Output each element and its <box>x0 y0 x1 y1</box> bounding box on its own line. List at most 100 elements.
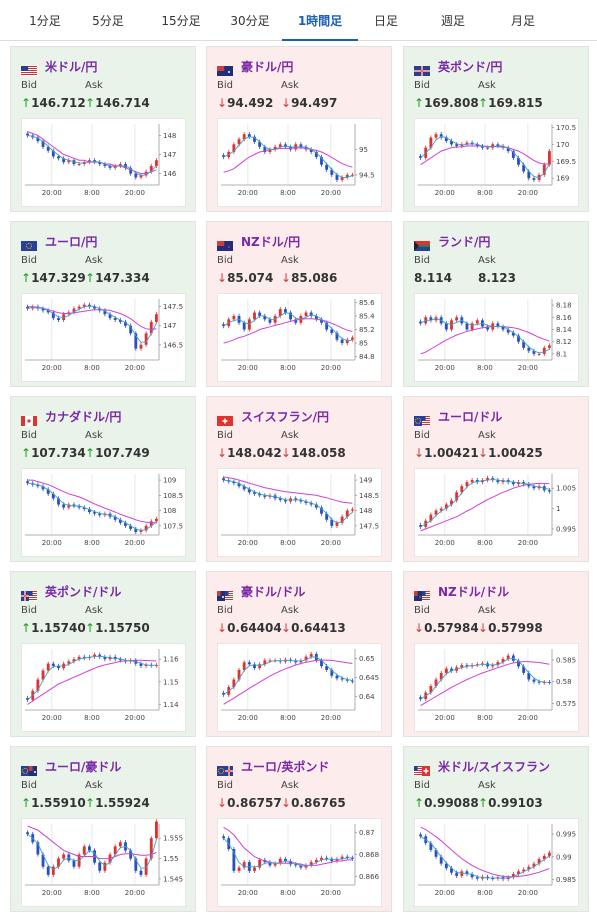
rate-card[interactable]: 米ドル/スイスフラン Bid Ask ↑0.99088 ↑0.99103 0.995 0.9… <box>403 746 589 912</box>
price-chart: 0.87 0.868 0.866 20:00 8:00 20:00 <box>221 824 380 897</box>
currency-pair-name[interactable]: NZドル/ドル <box>438 584 510 599</box>
rate-card[interactable]: スイスフラン/円 Bid Ask ↓148.042 ↓148.058 149 148.5 14… <box>206 396 392 562</box>
candle-body <box>129 167 133 174</box>
rate-card[interactable]: 英ポンド/ドル Bid Ask ↑1.15740 ↑1.15750 1.16 1.15 1.1… <box>10 571 196 737</box>
x-tick-label: 20:00 <box>321 364 341 372</box>
currency-pair-name[interactable]: ユーロ/英ポンド <box>241 759 330 774</box>
bid-price-value: 85.074 <box>227 271 274 285</box>
price-chart-box[interactable]: 0.585 0.58 0.575 20:00 8:00 20:00 <box>414 643 579 732</box>
price-chart-box[interactable]: 1.16 1.15 1.14 20:00 8:00 20:00 <box>21 643 186 732</box>
candle-body <box>455 872 459 876</box>
candle-body <box>532 486 536 489</box>
moving-average-line <box>223 826 353 866</box>
x-tick-label: 20:00 <box>42 364 62 372</box>
candle-body <box>93 512 96 514</box>
rate-card[interactable]: 豪ドル/ドル Bid Ask ↓0.64404 ↓0.64413 0.65 0.645 0.6… <box>206 571 392 737</box>
rate-card[interactable]: カナダドル/円 Bid Ask ↑107.734 ↑107.749 109 108.5 108… <box>10 396 196 562</box>
za-flag-icon <box>414 236 430 251</box>
price-chart-box[interactable]: 0.995 0.99 0.985 20:00 8:00 20:00 <box>414 818 579 907</box>
currency-pair-name[interactable]: 米ドル/円 <box>45 59 98 74</box>
rate-card[interactable]: ユーロ/英ポンド Bid Ask ↓0.86757 ↓0.86765 0.87 0.868 0… <box>206 746 392 912</box>
up-arrow-icon: ↑ <box>21 446 32 460</box>
price-chart-box[interactable]: 0.65 0.645 0.64 20:00 8:00 20:00 <box>217 643 382 732</box>
candle-body <box>351 857 354 859</box>
candle-body <box>299 865 303 868</box>
currency-pair-name[interactable]: ユーロ/円 <box>45 234 98 249</box>
candle-body <box>57 318 60 320</box>
tab-1min[interactable]: 1分足 <box>29 14 61 28</box>
candle-body <box>486 326 489 330</box>
rate-card[interactable]: ランド/円 Bid Ask 8.114 8.123 8.18 8.16 8.14 8.12 8.1… <box>403 221 589 387</box>
tab-weekly[interactable]: 週足 <box>440 14 465 28</box>
candle-body <box>155 160 158 166</box>
candle-body <box>93 306 96 309</box>
ask-price: ↓94.497 <box>281 96 337 110</box>
tab-1hour[interactable]: 1時間足 <box>282 0 358 41</box>
price-chart-box[interactable]: 1.005 1 0.995 20:00 8:00 20:00 <box>414 468 579 557</box>
price-chart-box[interactable]: 1.555 1.55 1.545 20:00 8:00 20:00 <box>21 818 186 907</box>
currency-pair-name[interactable]: スイスフラン/円 <box>241 409 330 424</box>
price-chart-box[interactable]: 85.6 85.4 85.2 85 84.8 20:00 8:00 20:00 <box>217 293 382 382</box>
candle-body <box>124 321 127 326</box>
bid-label: Bid <box>414 80 430 91</box>
flag-band <box>414 245 430 247</box>
currency-pair-name[interactable]: 豪ドル/円 <box>241 59 294 74</box>
moving-average-line <box>27 825 157 860</box>
candle-body <box>345 856 349 858</box>
tab-5min[interactable]: 5分足 <box>92 14 124 28</box>
ask-price: ↑1.15750 <box>85 621 150 635</box>
candle-body <box>129 850 133 859</box>
currency-pair-name[interactable]: NZドル/円 <box>241 234 301 249</box>
currency-pair-name[interactable]: 英ポンド/ドル <box>45 584 122 599</box>
price-chart-box[interactable]: 109 108.5 108 107.5 20:00 8:00 20:00 <box>21 468 186 557</box>
price-chart-box[interactable]: 0.87 0.868 0.866 20:00 8:00 20:00 <box>217 818 382 907</box>
currency-pair-name[interactable]: 英ポンド/円 <box>438 59 503 74</box>
price-chart-box[interactable]: 147.5 147 146.5 20:00 8:00 20:00 <box>21 293 186 382</box>
rate-card[interactable]: 豪ドル/円 Bid Ask ↓94.492 ↓94.497 95 94.5 20:00 8:00… <box>206 46 392 212</box>
ask-label: Ask <box>85 80 103 91</box>
tab-15min[interactable]: 15分足 <box>161 14 201 28</box>
currency-pair-name[interactable]: カナダドル/円 <box>45 409 122 424</box>
bid-price: ↓148.042 <box>217 446 282 460</box>
currency-pair-name[interactable]: ランド/円 <box>438 234 491 249</box>
price-chart-box[interactable]: 149 148.5 148 147.5 20:00 8:00 20:00 <box>217 468 382 557</box>
ask-price-value: 94.497 <box>291 96 338 110</box>
candle-body <box>527 672 531 680</box>
ask-price-value: 8.123 <box>478 271 516 285</box>
candle-body <box>475 664 479 666</box>
candle-body <box>263 146 267 152</box>
candle-body <box>36 484 40 487</box>
price-chart-box[interactable]: 148 147 146 20:00 8:00 20:00 <box>21 118 186 207</box>
rate-card[interactable]: ユーロ/円 Bid Ask ↑147.329 ↑147.334 147.5 147 146.5… <box>10 221 196 387</box>
moving-average-line <box>420 661 550 707</box>
candle-body <box>253 136 256 142</box>
candle-body <box>455 492 459 501</box>
currency-pair-name[interactable]: 米ドル/スイスフラン <box>438 759 551 774</box>
down-arrow-icon: ↓ <box>478 621 489 635</box>
price-chart-box[interactable]: 8.18 8.16 8.14 8.12 8.1 20:00 8:00 20:00 <box>414 293 579 382</box>
rate-card[interactable]: NZドル/円 Bid Ask ↓85.074 ↓85.086 85.6 85.4 85.2 85… <box>206 221 392 387</box>
flag-star <box>228 246 230 248</box>
rate-card[interactable]: 英ポンド/円 Bid Ask ↑169.808 ↑169.815 170.5 170 169.… <box>403 46 589 212</box>
tab-30min[interactable]: 30分足 <box>230 14 270 28</box>
currency-pair-name[interactable]: ユーロ/豪ドル <box>45 759 122 774</box>
bid-price: ↑147.329 <box>21 271 86 285</box>
rate-card[interactable]: 米ドル/円 Bid Ask ↑146.712 ↑146.714 148 147 146 20:0… <box>10 46 196 212</box>
flag-cross <box>421 66 423 76</box>
ca-flag-part <box>21 416 37 426</box>
up-arrow-icon: ↑ <box>85 446 96 460</box>
candle-body <box>118 519 122 523</box>
price-chart-box[interactable]: 170.5 170 169.5 169 20:00 8:00 20:00 <box>414 118 579 207</box>
uk-flag-part <box>225 766 233 776</box>
rate-card[interactable]: NZドル/ドル Bid Ask ↓0.57984 ↓0.57998 0.585 0.58 0.… <box>403 571 589 737</box>
currency-pair-name[interactable]: 豪ドル/ドル <box>241 584 306 599</box>
x-tick-label: 20:00 <box>518 889 538 897</box>
us-ch-flag-icon <box>414 766 430 776</box>
price-chart-box[interactable]: 95 94.5 20:00 8:00 20:00 <box>217 118 382 207</box>
currency-pair-name[interactable]: ユーロ/ドル <box>438 409 503 424</box>
rate-card[interactable]: ユーロ/ドル Bid Ask ↓1.00421 ↓1.00425 1.005 1 0.995 2… <box>403 396 589 562</box>
ask-label: Ask <box>478 605 496 616</box>
tab-monthly[interactable]: 月足 <box>510 14 535 28</box>
rate-card[interactable]: ユーロ/豪ドル Bid Ask ↑1.55910 ↑1.55924 1.555 1.55 1.… <box>10 746 196 912</box>
tab-daily[interactable]: 日足 <box>373 14 398 28</box>
